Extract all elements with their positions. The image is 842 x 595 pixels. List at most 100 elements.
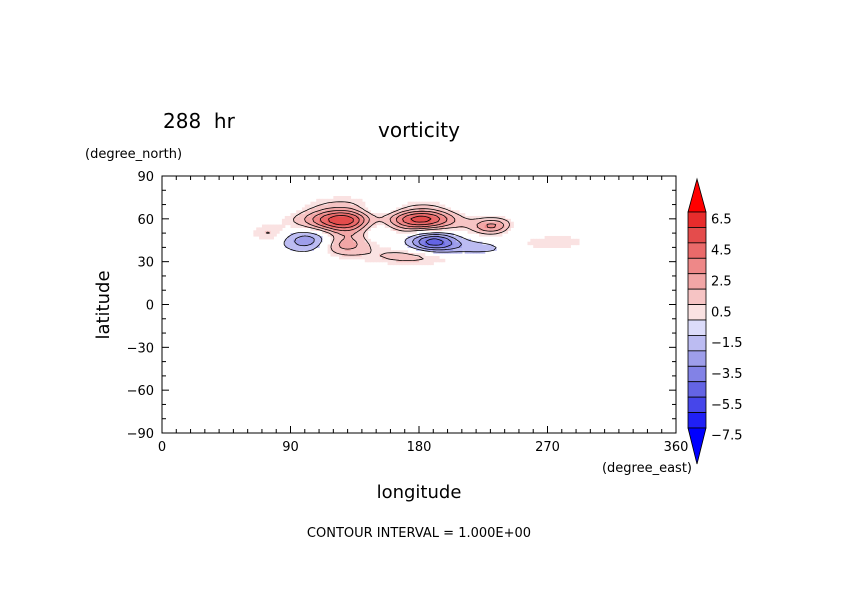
field-cell [396,218,400,223]
field-cell [544,235,549,240]
field-cell [419,241,423,246]
field-cell [333,204,337,209]
field-cell [441,204,446,209]
field-cell [416,241,420,246]
field-cell [279,224,283,228]
field-cell [336,224,340,228]
field-cell [310,233,314,237]
field-cell [327,215,332,220]
field-cell [253,233,257,237]
field-cell [373,255,377,260]
field-cell [341,204,346,209]
field-cell [367,255,372,260]
field-cell [296,244,300,248]
field-cell [470,224,474,228]
field-cell [401,204,406,209]
field-cell [264,224,269,228]
field-cell [353,241,357,246]
field-cell [390,213,394,217]
field-cell [456,218,460,223]
field-cell [304,233,309,237]
field-cell [356,233,360,237]
colorbar-label: 0.5 [711,305,732,320]
field-cell [478,224,483,228]
field-cell [424,213,429,217]
field-cell [407,261,412,266]
field-cell [433,210,437,214]
field-cell [367,227,372,231]
field-cell [433,255,437,260]
field-cell [456,221,460,226]
field-cell [421,261,426,266]
field-cell [433,238,437,243]
field-cell [478,230,483,234]
field-cell [396,250,400,254]
field-cell [344,241,349,246]
field-cell [364,227,369,231]
field-cell [344,224,349,228]
field-cell [321,210,326,214]
field-cell [359,198,363,203]
field-cell [438,244,443,248]
field-cell [270,230,274,234]
field-cell [496,230,500,234]
field-cell [361,244,366,248]
field-cell [290,221,294,226]
field-cell [424,255,429,260]
field-cell [316,207,320,211]
field-cell [330,221,334,226]
field-cell [304,221,309,226]
field-cell [441,215,446,220]
field-cell [464,241,469,246]
field-cell [319,238,323,243]
field-cell [441,247,446,251]
field-cell [436,241,440,246]
field-cell [396,210,400,214]
field-cell [433,221,437,226]
field-cell [310,221,314,226]
field-cell [427,201,432,206]
field-cell [316,215,320,220]
field-cell [333,195,337,200]
field-cell [399,213,403,217]
field-cell [450,241,454,246]
field-cell [333,241,337,246]
field-cell [401,230,406,234]
field-cell [396,213,400,217]
field-cell [407,215,412,220]
field-cell [307,221,312,226]
field-cell [447,227,452,231]
field-cell [404,230,409,234]
field-cell [344,198,349,203]
field-cell [404,227,409,231]
field-cell [299,213,303,217]
field-cell [353,250,357,254]
y-axis: 90 60 30 0 −30 −60 −90 [127,170,676,442]
field-cell [299,238,303,243]
y-axis-label: latitude [93,270,114,339]
field-cell [393,261,397,266]
field-cell [333,207,337,211]
field-cell [333,213,337,217]
field-cell [424,204,429,209]
colorbar-swatch [687,211,707,228]
field-cell [327,221,332,226]
field-cell [339,215,343,220]
field-cell [573,238,577,243]
field-cell [379,258,383,263]
field-cell [407,218,412,223]
field-cell [436,235,440,240]
field-cell [293,213,297,217]
field-cell [536,241,540,246]
field-cell [259,227,263,231]
field-cell [327,227,332,231]
field-cell [341,215,346,220]
field-cell [393,215,397,220]
field-cell [430,204,434,209]
field-cell [313,241,317,246]
field-cell [424,238,429,243]
field-cell [367,241,372,246]
field-cell [319,224,323,228]
field-cell [421,233,426,237]
field-cell [470,227,474,231]
